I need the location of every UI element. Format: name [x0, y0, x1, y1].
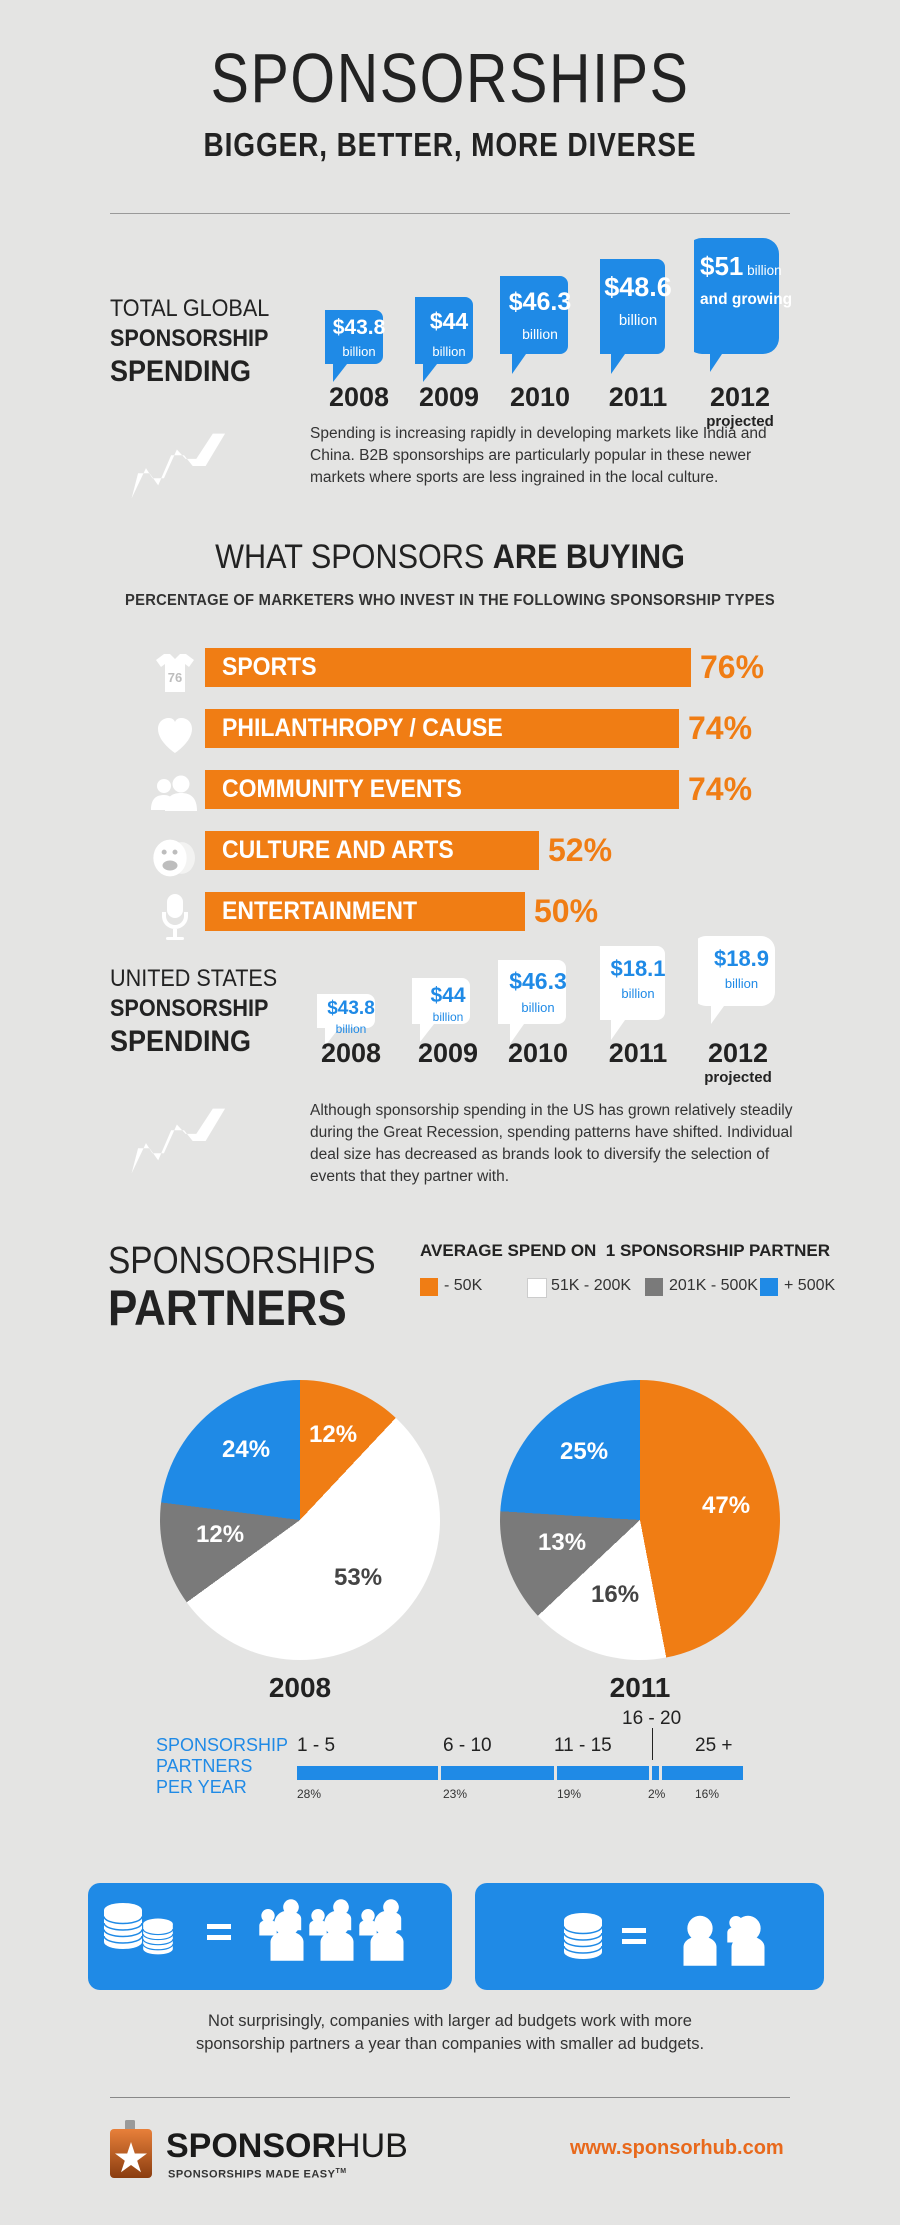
svg-text:76: 76	[168, 670, 182, 685]
